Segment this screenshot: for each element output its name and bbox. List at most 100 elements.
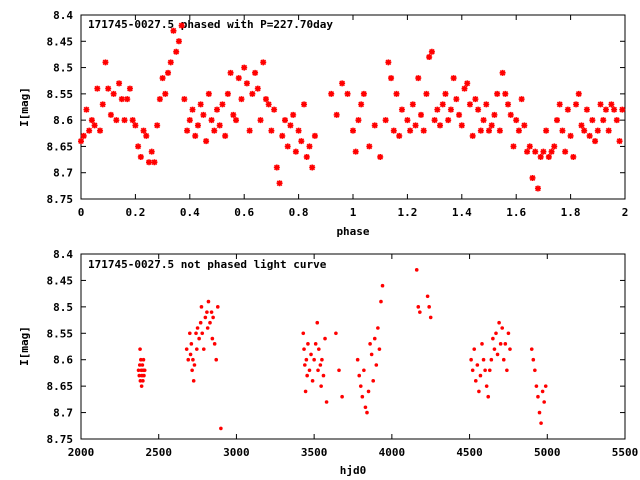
data-point <box>542 400 546 404</box>
data-point <box>505 101 512 108</box>
data-point <box>310 379 315 383</box>
data-point <box>235 75 242 82</box>
x-tick-label: 3500 <box>301 446 328 459</box>
data-point <box>210 336 215 341</box>
data-point <box>461 85 468 92</box>
data-point <box>188 352 193 357</box>
data-point <box>320 357 324 362</box>
data-point <box>142 373 146 378</box>
data-point <box>600 117 607 124</box>
data-point <box>575 90 582 97</box>
unphased-light-curve-panel: 171745-0027.5 not phased light curve hjd… <box>18 248 638 477</box>
data-point <box>508 347 512 351</box>
data-point <box>494 331 498 336</box>
data-point <box>295 127 302 134</box>
data-point <box>333 111 340 118</box>
data-point <box>491 111 498 118</box>
data-point <box>583 106 590 113</box>
data-point <box>140 127 147 134</box>
data-point <box>194 347 199 351</box>
data-point <box>222 132 229 139</box>
data-point <box>173 48 180 55</box>
data-point <box>200 331 205 336</box>
y-tick-label: 8.55 <box>47 88 74 101</box>
y-tick-label: 8.75 <box>47 433 74 446</box>
data-point <box>556 101 563 108</box>
data-point <box>246 127 253 134</box>
data-point <box>418 111 424 118</box>
data-point <box>156 96 163 103</box>
data-point <box>175 38 182 45</box>
data-point <box>186 117 193 124</box>
data-point <box>80 132 87 139</box>
data-point <box>186 357 191 362</box>
y-tick-label: 8.7 <box>53 407 73 420</box>
data-point <box>140 363 145 367</box>
data-point <box>475 363 480 367</box>
data-point <box>241 64 248 71</box>
data-point <box>539 421 543 425</box>
x-tick-label: 2500 <box>145 446 172 459</box>
axis-ticks: 2000 2500 3000 3500 4000 4500 5000 5500 8.4 8.45 8… <box>47 248 639 459</box>
chart-title: 171745-0027.5 not phased light curve <box>88 258 327 271</box>
data-point <box>340 394 344 399</box>
data-point <box>529 347 534 351</box>
data-point <box>382 117 389 124</box>
data-point <box>376 326 380 330</box>
data-point <box>118 96 125 103</box>
data-point <box>233 117 240 124</box>
data-point <box>88 117 95 124</box>
chart-title: 171745-0027.5 phased with P=227.70day <box>88 18 333 31</box>
data-point <box>532 148 539 155</box>
data-point <box>254 85 261 92</box>
data-point <box>139 384 144 388</box>
data-point <box>420 127 427 134</box>
data-point <box>602 106 609 113</box>
data-point <box>372 336 377 341</box>
y-axis-label: I[mag] <box>18 87 31 127</box>
data-point <box>136 368 141 373</box>
data-point <box>205 326 210 330</box>
data-point <box>529 174 536 181</box>
data-point <box>284 143 291 150</box>
data-point <box>362 368 366 373</box>
data-point <box>573 101 580 108</box>
data-point <box>385 59 392 66</box>
data-point <box>396 132 403 139</box>
y-axis-label: I[mag] <box>18 326 31 366</box>
data-point <box>466 101 473 108</box>
x-tick-label: 1.2 <box>397 206 417 219</box>
data-point <box>456 111 463 118</box>
data-point <box>137 373 142 378</box>
y-tick-label: 8.6 <box>53 354 73 367</box>
y-tick-label: 8.4 <box>53 9 73 22</box>
data-point <box>489 357 494 362</box>
data-point <box>99 101 106 108</box>
data-point <box>484 384 489 388</box>
data-point <box>368 342 372 346</box>
data-point <box>567 132 574 139</box>
data-point <box>597 101 604 108</box>
data-point <box>124 96 131 103</box>
data-points <box>78 22 626 192</box>
data-point <box>301 101 308 108</box>
data-point <box>589 117 596 124</box>
data-point <box>194 122 201 129</box>
data-point <box>315 320 320 325</box>
data-points <box>136 268 548 431</box>
data-point <box>102 59 109 66</box>
data-point <box>450 75 457 82</box>
data-point <box>548 148 555 155</box>
data-point <box>162 90 169 97</box>
data-point <box>86 127 93 134</box>
data-point <box>184 347 189 351</box>
data-point <box>469 357 473 362</box>
x-tick-label: 2 <box>622 206 629 219</box>
data-point <box>486 127 492 134</box>
data-point <box>344 90 351 97</box>
data-point <box>507 111 514 118</box>
data-point <box>328 90 335 97</box>
data-point <box>301 331 306 336</box>
data-point <box>486 394 491 399</box>
data-point <box>167 59 174 66</box>
